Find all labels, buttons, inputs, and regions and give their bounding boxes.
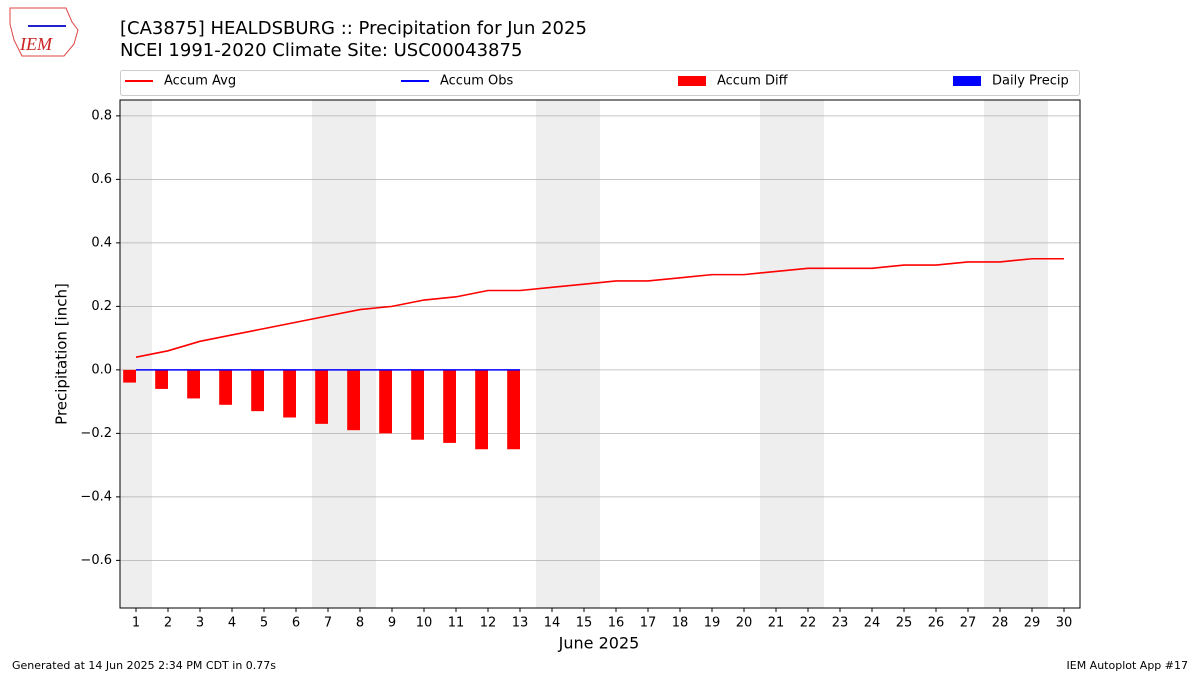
bar: [187, 369, 200, 399]
x-tick-label: 5: [260, 616, 268, 631]
bar: [155, 369, 168, 389]
plot-area: [120, 100, 1080, 608]
x-tick-label: 11: [448, 616, 465, 631]
logo-outline: [9, 7, 79, 57]
weekend-shade: [536, 100, 568, 608]
bar: [283, 369, 296, 418]
x-tick-label: 12: [480, 616, 497, 631]
bar: [379, 369, 392, 434]
y-tick-label: 0.2: [91, 299, 112, 314]
bar: [507, 369, 520, 450]
bar: [475, 369, 488, 450]
x-tick-label: 9: [388, 616, 396, 631]
bar: [315, 369, 328, 424]
bar: [347, 369, 360, 431]
legend-swatch: [953, 76, 981, 86]
x-tick-label: 16: [608, 616, 625, 631]
y-axis-label: Precipitation [inch]: [53, 283, 71, 425]
logo: IEM: [9, 7, 79, 57]
x-tick-label: 23: [832, 616, 849, 631]
x-tick-label: 30: [1056, 616, 1073, 631]
x-tick-label: 21: [768, 616, 785, 631]
bar: [219, 369, 232, 405]
x-tick-label: 26: [928, 616, 945, 631]
x-tick-label: 10: [416, 616, 433, 631]
y-tick-label: 0.6: [91, 172, 112, 187]
legend-box: [120, 70, 1080, 96]
x-tick-label: 6: [292, 616, 300, 631]
x-tick-label: 13: [512, 616, 529, 631]
x-tick-label: 24: [864, 616, 881, 631]
x-tick-label: 25: [896, 616, 913, 631]
x-tick-label: 29: [1024, 616, 1041, 631]
x-axis-label: June 2025: [558, 634, 640, 653]
y-tick-label: −0.4: [80, 489, 112, 504]
weekend-shade: [568, 100, 600, 608]
weekend-shade: [312, 100, 344, 608]
bar: [411, 369, 424, 440]
logo-text: IEM: [19, 34, 53, 54]
y-tick-label: 0.0: [91, 362, 112, 377]
weekend-shade: [984, 100, 1016, 608]
x-tick-label: 20: [736, 616, 753, 631]
y-tick-label: −0.6: [80, 553, 112, 568]
weekend-shade: [760, 100, 792, 608]
legend-swatch: [678, 76, 706, 86]
chart-title: [CA3875] HEALDSBURG :: Precipitation for…: [120, 18, 587, 39]
footer-left: Generated at 14 Jun 2025 2:34 PM CDT in …: [12, 659, 276, 672]
x-tick-label: 15: [576, 616, 593, 631]
x-tick-label: 4: [228, 616, 236, 631]
x-tick-label: 1: [132, 616, 140, 631]
y-tick-label: 0.4: [91, 235, 112, 250]
chart-subtitle: NCEI 1991-2020 Climate Site: USC00043875: [120, 40, 522, 61]
x-tick-label: 17: [640, 616, 657, 631]
bar: [251, 369, 264, 412]
x-tick-label: 3: [196, 616, 204, 631]
weekend-shade: [1016, 100, 1048, 608]
bar: [123, 369, 136, 383]
x-tick-label: 28: [992, 616, 1009, 631]
footer-right: IEM Autoplot App #17: [1067, 659, 1189, 672]
weekend-shade: [120, 100, 152, 608]
x-tick-label: 8: [356, 616, 364, 631]
y-tick-label: −0.2: [80, 426, 112, 441]
weekend-shade: [344, 100, 376, 608]
legend-label: Daily Precip: [992, 74, 1069, 89]
x-tick-label: 22: [800, 616, 817, 631]
legend-label: Accum Diff: [717, 74, 789, 89]
x-tick-label: 14: [544, 616, 561, 631]
line: [135, 257, 1064, 358]
weekend-shade: [792, 100, 824, 608]
x-tick-label: 7: [324, 616, 332, 631]
plot-frame: [119, 99, 1081, 609]
x-tick-label: 18: [672, 616, 689, 631]
legend-label: Accum Avg: [164, 74, 236, 89]
x-tick-label: 2: [164, 616, 172, 631]
y-tick-label: 0.8: [91, 108, 112, 123]
legend-label: Accum Obs: [440, 74, 513, 89]
bar: [443, 369, 456, 443]
x-tick-label: 19: [704, 616, 721, 631]
x-tick-label: 27: [960, 616, 977, 631]
